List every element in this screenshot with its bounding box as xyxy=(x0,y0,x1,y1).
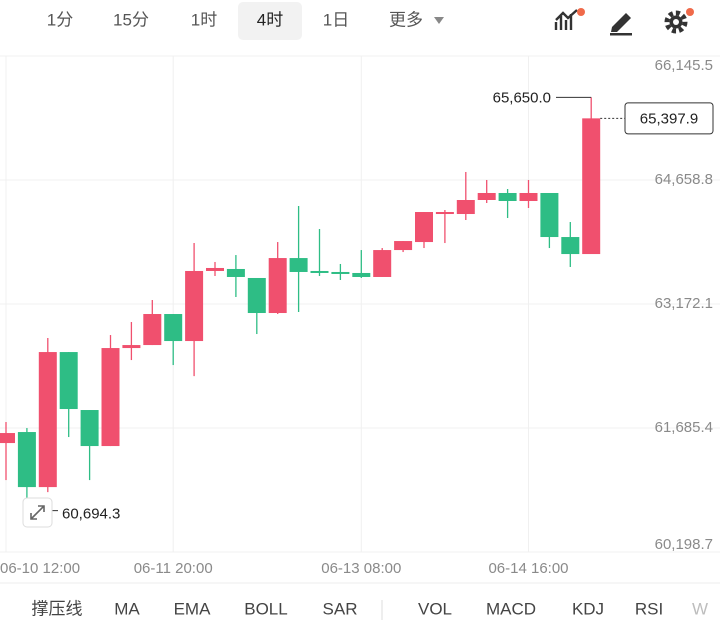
indicator-icon[interactable] xyxy=(554,8,585,30)
grid: 60,198.7 61,685.4 63,172.1 64,658.8 66,145.5… xyxy=(0,55,720,577)
tab[interactable]: 更多 xyxy=(389,10,423,29)
tab-highlight xyxy=(238,2,302,40)
candle-body xyxy=(477,192,496,201)
low-label: 60,694.3 xyxy=(62,506,120,523)
indicator-tab[interactable]: 撑压线 xyxy=(32,599,83,618)
candle-body xyxy=(247,277,266,314)
candle-body xyxy=(0,433,15,444)
indicator-tab[interactable]: EMA xyxy=(174,599,212,618)
candle-body xyxy=(164,314,183,342)
expand-button[interactable] xyxy=(22,497,53,528)
x-tick-label: 06-10 12:00 xyxy=(0,560,80,577)
candles xyxy=(0,97,601,511)
indicator-tab[interactable]: VOL xyxy=(418,599,452,618)
tab[interactable]: 1分 xyxy=(47,10,73,29)
candle-body xyxy=(561,237,580,255)
candle-body xyxy=(331,271,350,274)
x-tick-label: 06-11 20:00 xyxy=(134,560,213,577)
candle-body xyxy=(17,432,36,488)
candle-body xyxy=(310,270,329,273)
indicator-tab[interactable]: SAR xyxy=(323,599,358,618)
x-tick-label: 06-14 16:00 xyxy=(488,560,568,577)
y-tick-label: 64,658.8 xyxy=(655,171,713,188)
candle-body xyxy=(122,345,141,349)
candle-body xyxy=(582,118,601,255)
last-price-label: 65,397.9 xyxy=(640,110,698,127)
y-tick-label: 63,172.1 xyxy=(655,295,713,312)
indicator-tab[interactable]: KDJ xyxy=(572,599,604,618)
candle-body xyxy=(80,410,99,447)
settings-icon[interactable] xyxy=(664,8,694,34)
candle-body xyxy=(519,192,538,202)
expand-arrows xyxy=(30,505,45,520)
indicator-tab[interactable]: RSI xyxy=(635,599,663,618)
candle-body xyxy=(498,192,517,202)
tab[interactable]: 1时 xyxy=(191,10,217,29)
candle-body xyxy=(415,212,433,243)
annotations: 65,650.0 60,694.3 65,397.9 xyxy=(26,89,714,523)
candle-body xyxy=(352,272,371,277)
candle-body xyxy=(38,352,57,488)
pencil xyxy=(611,13,631,32)
gear xyxy=(664,10,688,34)
dropdown-caret xyxy=(434,17,444,24)
candle-body xyxy=(394,241,413,251)
draw-icon[interactable] xyxy=(610,13,632,36)
candle-body xyxy=(540,192,559,238)
pencil-base xyxy=(610,33,632,36)
tab[interactable]: 15分 xyxy=(113,10,149,29)
tab[interactable]: 1日 xyxy=(323,10,349,29)
candle-body xyxy=(185,270,204,342)
badge xyxy=(686,8,694,16)
candle-body xyxy=(456,200,475,215)
candle-body xyxy=(206,267,224,271)
indicator-tabs: 撑压线 MA EMA BOLL SAR VOL MACD KDJ RSI W xyxy=(32,599,708,620)
high-label: 65,650.0 xyxy=(493,89,551,106)
badge xyxy=(577,8,585,16)
candle-body xyxy=(289,258,308,272)
candle-body xyxy=(373,250,392,277)
x-tick-label: 06-13 08:00 xyxy=(321,560,401,577)
candle-body xyxy=(435,212,454,215)
y-tick-label: 61,685.4 xyxy=(655,419,713,436)
last-price-box xyxy=(624,102,714,135)
icon-lines xyxy=(554,9,578,30)
candle-body xyxy=(143,314,162,346)
candle-body xyxy=(101,348,120,447)
y-tick-label: 60,198.7 xyxy=(655,536,713,553)
tab[interactable]: 4时 xyxy=(257,10,283,29)
y-tick-label: 66,145.5 xyxy=(655,57,713,74)
timeframe-tabs: 1分 15分 1时 4时 1日 更多 xyxy=(47,10,423,29)
indicator-tab[interactable]: MA xyxy=(114,599,140,618)
gear-hole xyxy=(673,19,679,25)
candle-body xyxy=(226,268,245,277)
indicator-tab[interactable]: BOLL xyxy=(244,599,287,618)
candle-body xyxy=(268,258,287,314)
candle-body xyxy=(59,352,78,410)
indicator-tab[interactable]: MACD xyxy=(486,599,536,618)
indicator-tab[interactable]: W xyxy=(692,599,708,618)
